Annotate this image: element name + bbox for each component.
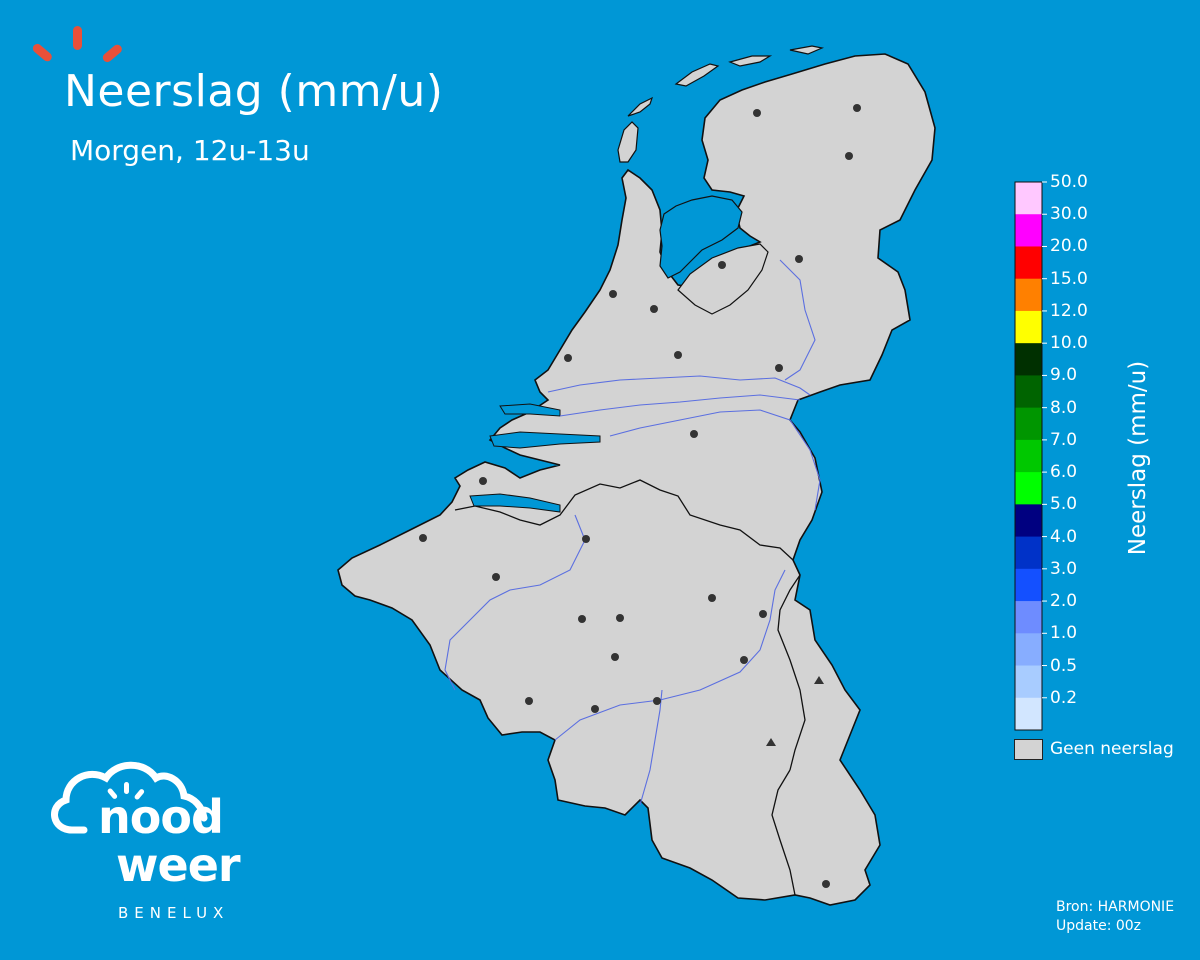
station-markers [419,104,861,888]
cloud-sun-icon [51,761,208,834]
legend-swatch [1015,182,1042,215]
land-benelux [337,53,936,906]
legend-swatch [1015,472,1042,505]
land-flevoland [677,243,769,315]
lake-ijsselmeer [659,195,743,279]
legend-tick-label: 8.0 [1050,397,1078,418]
page-title: Neerslag (mm/u) [64,66,444,117]
border-be-de [777,574,806,771]
legend-swatch [1015,439,1042,473]
island-terschelling [674,63,720,87]
legend-swatch [1015,246,1042,280]
legend-tick-label: 2.0 [1050,591,1078,612]
legend-tick-label: 6.0 [1050,462,1078,483]
no-precip-swatch [1014,739,1043,760]
legend-tick-label: 12.0 [1050,300,1088,321]
legend-outline [1014,181,1043,731]
logo-benelux: BENELUX [118,904,230,922]
legend-swatch [1015,633,1042,667]
estuary-westerschelde [469,493,561,513]
island-vlieland [627,96,654,117]
legend-swatch [1015,343,1042,376]
sun-rays-icon [32,26,122,63]
island-texel [617,121,639,163]
logo-word-weer: weer [116,838,241,892]
legend-swatch [1015,665,1042,699]
legend-colorbar [1014,181,1047,731]
noodweer-logo: nood weer BENELUX [44,758,259,928]
source-update: Update: 00z [1056,918,1142,934]
logo-word-nood: nood [98,790,224,844]
legend-tick-label: 20.0 [1050,236,1088,257]
island-ameland [728,55,773,67]
legend-tick-label: 5.0 [1050,494,1078,515]
legend-swatch [1015,697,1042,731]
legend-title: Neerslag (mm/u) [1125,360,1151,556]
legend-swatch [1015,407,1042,441]
legend-tick-label: 15.0 [1050,268,1088,289]
legend-swatch [1015,278,1042,312]
legend-tick-label: 10.0 [1050,333,1088,354]
border-nl-be [454,479,794,561]
legend-tick-label: 7.0 [1050,429,1078,450]
border-be-lu [771,769,796,896]
estuary-oosterschelde [489,431,601,449]
legend-swatch [1015,310,1042,344]
legend-swatch [1015,375,1042,409]
source-info: Bron: HARMONIE Update: 00z [1056,898,1174,936]
legend-tick-label: 1.0 [1050,623,1078,644]
no-precip-label: Geen neerslag [1050,739,1174,759]
legend-tick-label: 0.5 [1050,655,1078,676]
legend-tick-label: 0.2 [1050,687,1078,708]
legend-tick-label: 9.0 [1050,365,1078,386]
legend-swatch [1015,568,1042,602]
legend-tick-label: 30.0 [1050,204,1088,225]
legend-swatch [1015,504,1042,538]
legend-tick-label: 3.0 [1050,558,1078,579]
source-model: Bron: HARMONIE [1056,899,1175,915]
legend-swatch [1015,536,1042,570]
island-schiermonnikoog [789,45,825,55]
rivers [444,259,821,806]
legend-tick-label: 4.0 [1050,526,1078,547]
legend-swatch [1015,601,1042,634]
page-subtitle: Morgen, 12u-13u [70,134,310,167]
legend-tick-label: 50.0 [1050,172,1088,192]
legend-swatch [1015,214,1042,247]
